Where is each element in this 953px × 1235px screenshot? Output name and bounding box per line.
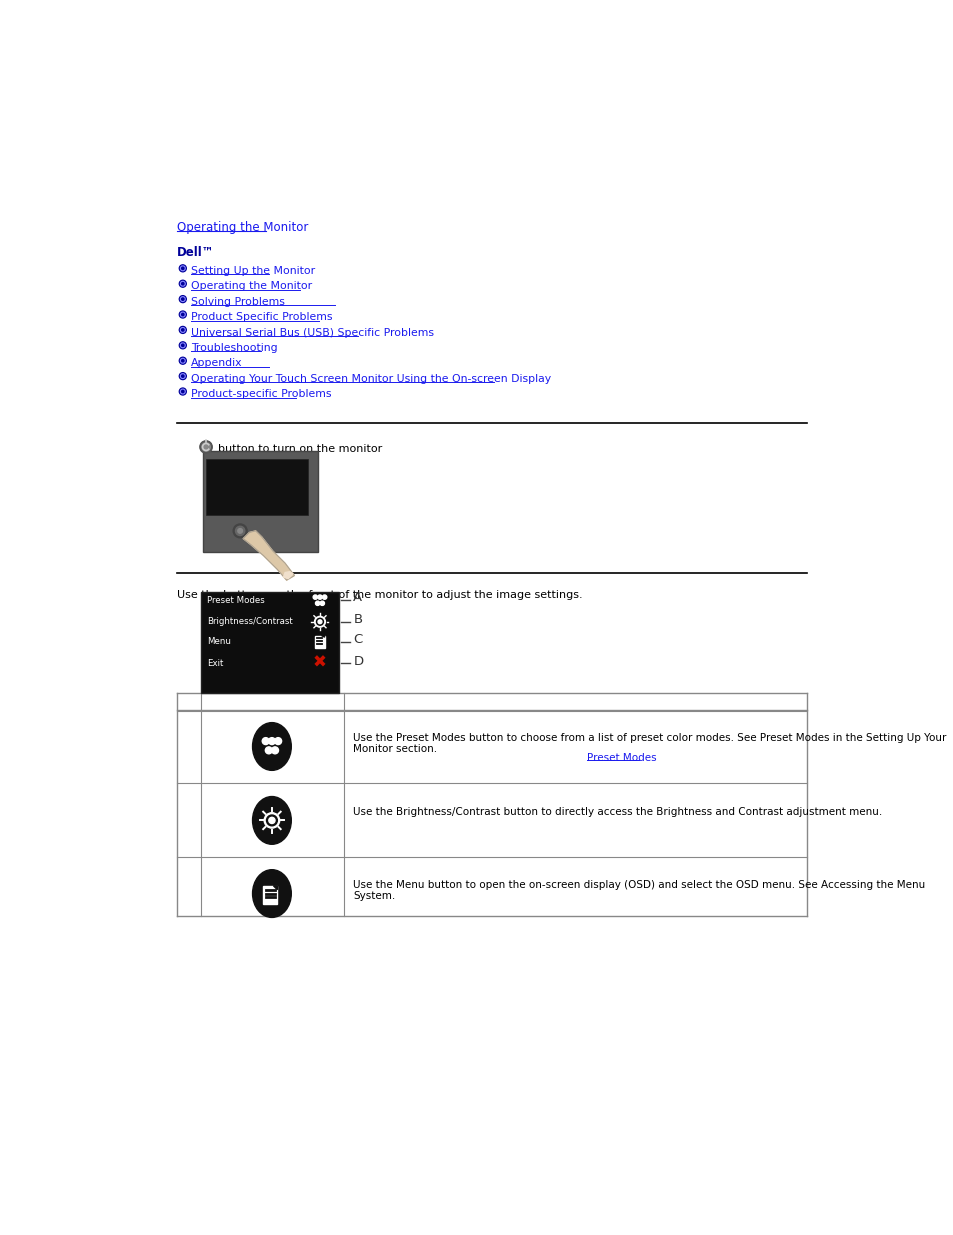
Circle shape xyxy=(264,813,279,829)
Circle shape xyxy=(262,737,269,745)
Circle shape xyxy=(272,747,278,753)
Circle shape xyxy=(181,283,184,285)
Circle shape xyxy=(266,815,277,826)
Text: Operating the Monitor: Operating the Monitor xyxy=(192,282,313,291)
Circle shape xyxy=(320,601,324,605)
Polygon shape xyxy=(243,531,294,580)
Circle shape xyxy=(179,295,186,303)
Circle shape xyxy=(180,343,185,347)
Circle shape xyxy=(180,296,185,301)
Ellipse shape xyxy=(253,869,291,918)
Circle shape xyxy=(181,345,184,347)
Text: Setting Up the Monitor: Setting Up the Monitor xyxy=(192,266,315,275)
Ellipse shape xyxy=(253,722,291,771)
Circle shape xyxy=(268,737,275,745)
Circle shape xyxy=(181,390,184,393)
Circle shape xyxy=(180,327,185,332)
Text: Appendix: Appendix xyxy=(192,358,243,368)
Polygon shape xyxy=(274,885,277,889)
Text: Use the Brightness/Contrast button to directly access the Brightness and Contras: Use the Brightness/Contrast button to di… xyxy=(353,806,882,816)
Text: button to turn on the monitor: button to turn on the monitor xyxy=(218,443,382,454)
Circle shape xyxy=(269,818,274,824)
FancyBboxPatch shape xyxy=(263,885,277,904)
Circle shape xyxy=(179,357,186,364)
Circle shape xyxy=(180,266,185,270)
Circle shape xyxy=(180,389,185,394)
Circle shape xyxy=(316,619,323,625)
Circle shape xyxy=(274,737,281,745)
Circle shape xyxy=(179,342,186,348)
Circle shape xyxy=(317,620,321,624)
Circle shape xyxy=(265,747,272,753)
FancyBboxPatch shape xyxy=(203,451,317,552)
Circle shape xyxy=(233,524,247,537)
Circle shape xyxy=(180,282,185,287)
Circle shape xyxy=(235,526,245,536)
Text: Product Specific Problems: Product Specific Problems xyxy=(192,312,333,322)
Circle shape xyxy=(315,601,319,605)
Text: Menu: Menu xyxy=(207,637,231,646)
Circle shape xyxy=(179,264,186,272)
Circle shape xyxy=(202,442,210,451)
Circle shape xyxy=(181,375,184,377)
FancyBboxPatch shape xyxy=(200,592,338,693)
Circle shape xyxy=(181,298,184,300)
Circle shape xyxy=(179,280,186,288)
FancyBboxPatch shape xyxy=(206,458,308,515)
Text: Solving Problems: Solving Problems xyxy=(192,296,285,306)
Circle shape xyxy=(322,595,327,599)
Circle shape xyxy=(180,374,185,378)
Text: D: D xyxy=(353,655,363,668)
Circle shape xyxy=(199,441,212,453)
Circle shape xyxy=(179,373,186,379)
Text: Preset Modes: Preset Modes xyxy=(207,595,264,605)
Circle shape xyxy=(179,326,186,333)
Circle shape xyxy=(180,312,185,317)
Text: Exit: Exit xyxy=(207,658,223,668)
Text: A: A xyxy=(353,592,362,604)
Circle shape xyxy=(313,595,317,599)
Text: Universal Serial Bus (USB) Specific Problems: Universal Serial Bus (USB) Specific Prob… xyxy=(192,327,434,337)
Text: Brightness/Contrast: Brightness/Contrast xyxy=(207,618,293,626)
Circle shape xyxy=(180,358,185,363)
Text: Dell™: Dell™ xyxy=(177,246,214,259)
Circle shape xyxy=(181,329,184,331)
Text: B: B xyxy=(353,613,362,626)
Text: Operating Your Touch Screen Monitor Using the On-screen Display: Operating Your Touch Screen Monitor Usin… xyxy=(192,374,551,384)
Text: Preset Modes: Preset Modes xyxy=(586,752,656,763)
Text: Troubleshooting: Troubleshooting xyxy=(192,343,277,353)
Circle shape xyxy=(181,359,184,362)
Polygon shape xyxy=(283,572,293,579)
Text: Use the Menu button to open the on-screen display (OSD) and select the OSD menu.: Use the Menu button to open the on-scree… xyxy=(353,879,924,902)
Text: Use the Preset Modes button to choose from a list of preset color modes. See Pre: Use the Preset Modes button to choose fr… xyxy=(353,732,945,755)
FancyBboxPatch shape xyxy=(314,636,324,648)
Circle shape xyxy=(181,267,184,269)
Text: Operating the Monitor: Operating the Monitor xyxy=(177,221,309,235)
Circle shape xyxy=(179,388,186,395)
Circle shape xyxy=(179,311,186,317)
Ellipse shape xyxy=(253,797,291,845)
Circle shape xyxy=(314,616,325,627)
Text: ✖: ✖ xyxy=(313,653,327,672)
Polygon shape xyxy=(321,636,324,637)
Text: C: C xyxy=(353,634,362,646)
Circle shape xyxy=(317,595,322,599)
Text: Product-specific Problems: Product-specific Problems xyxy=(192,389,332,399)
Text: Use the buttons on the front of the monitor to adjust the image settings.: Use the buttons on the front of the moni… xyxy=(177,590,582,600)
Circle shape xyxy=(181,314,184,316)
Circle shape xyxy=(237,529,242,534)
